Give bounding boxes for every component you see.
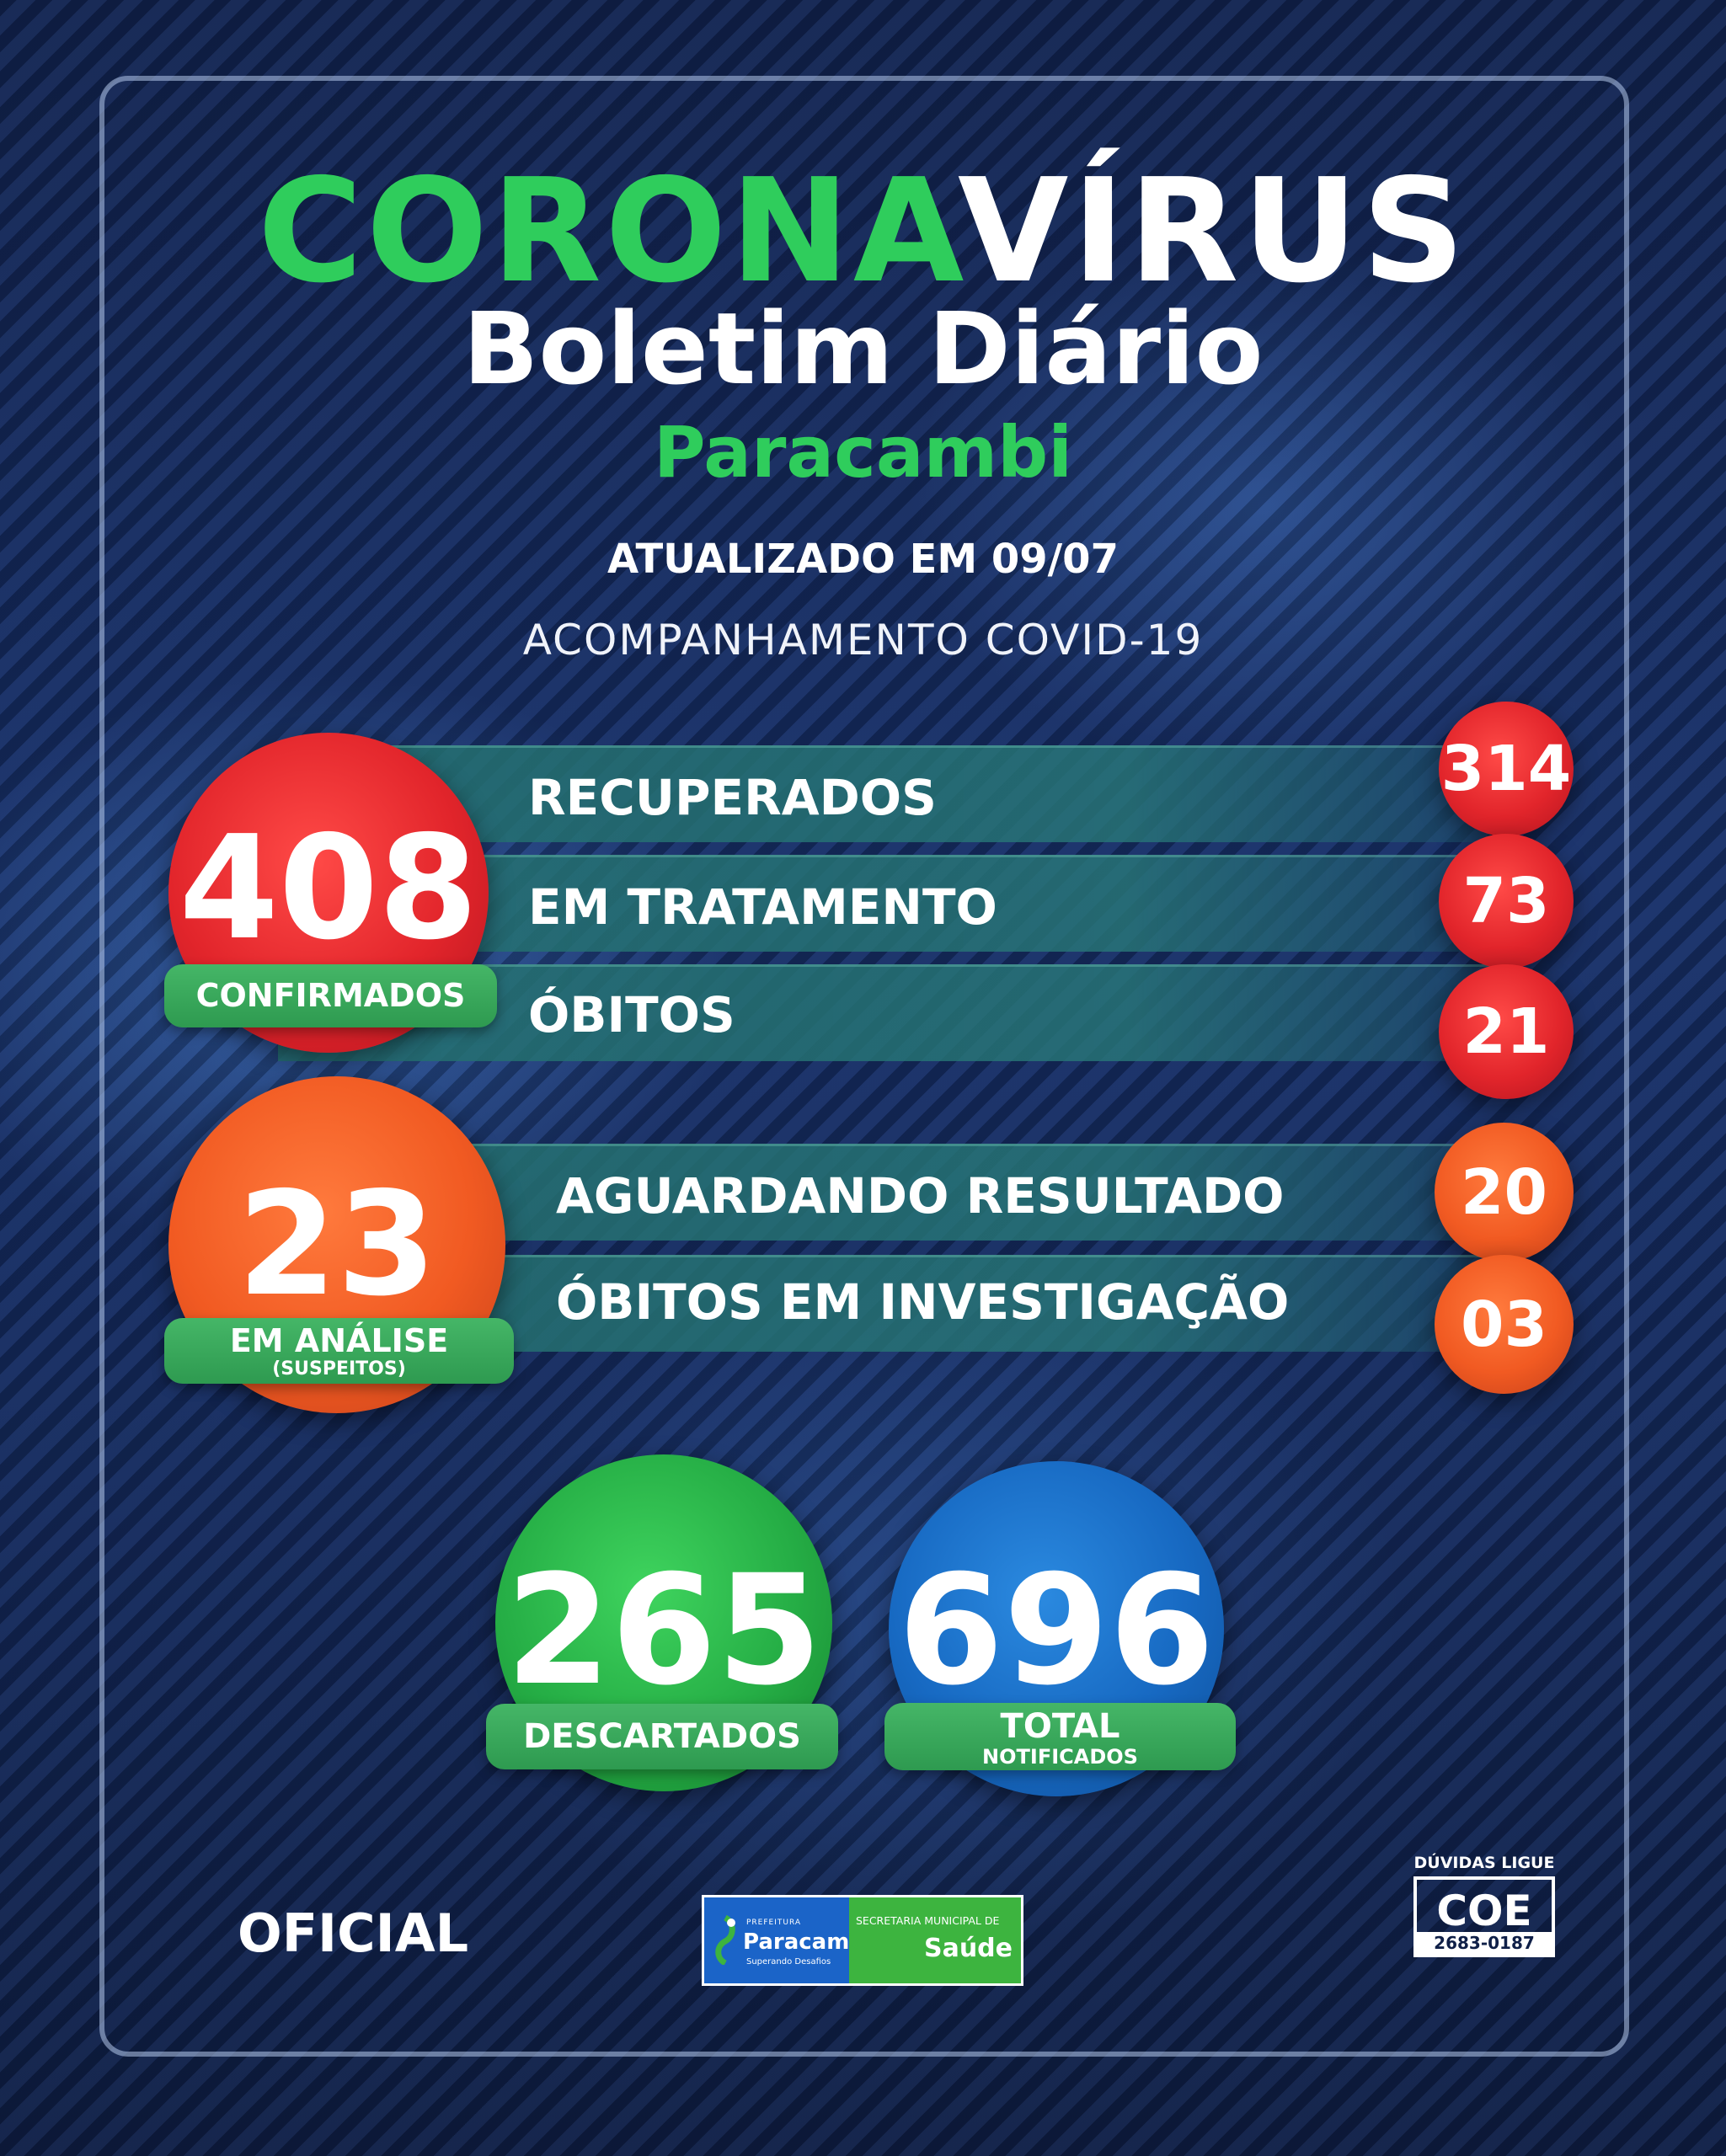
title-green-part: CORONA [257,148,958,315]
in-treatment-value: 73 [1462,865,1550,937]
analysis-sublabel: (SUSPEITOS) [272,1358,406,1380]
analysis-value: 23 [237,1161,437,1328]
discarded-label: DESCARTADOS [486,1704,838,1769]
notified-value: 696 [898,1543,1215,1719]
logo-prefeitura-text: PREFEITURA [746,1919,802,1927]
deaths-value-circle: 21 [1439,964,1574,1099]
logo-secretaria-text: SECRETARIA MUNICIPAL DE [856,1914,1000,1927]
row-label-deaths: ÓBITOS [528,986,735,1043]
tracking-label: ACOMPANHAMENTO COVID-19 [522,616,1204,664]
notified-sublabel: NOTIFICADOS [982,1745,1138,1769]
logo-tagline-text: Superando Desafios [746,1957,831,1967]
page-subtitle: Boletim Diário [462,291,1264,407]
recovered-value: 314 [1440,733,1572,805]
row-label-awaiting: AGUARDANDO RESULTADO [556,1167,1285,1225]
official-label: OFICIAL [238,1903,469,1964]
deaths-value: 21 [1462,995,1550,1068]
row-label-in-treatment: EM TRATAMENTO [528,878,997,936]
prefeitura-logo: PREFEITURA Paracambi Superando Desafios [704,1897,873,1983]
page-title: CORONAVÍRUS [0,160,1726,303]
saude-logo: SECRETARIA MUNICIPAL DE Saúde [849,1897,1021,1983]
secretaria-logo: PREFEITURA Paracambi Superando Desafios … [702,1895,1023,1986]
coe-phone: 2683-0187 [1417,1932,1552,1954]
confirmed-value: 408 [179,805,478,972]
awaiting-value: 20 [1461,1155,1547,1229]
title-white-part: VÍRUS [957,148,1469,315]
city-name: Paracambi [653,411,1073,494]
notified-label: TOTAL [1000,1707,1120,1746]
in-treatment-value-circle: 73 [1439,834,1574,969]
row-label-deaths-investigation: ÓBITOS EM INVESTIGAÇÃO [556,1273,1290,1331]
recovered-value-circle: 314 [1439,702,1574,836]
row-label-recovered: RECUPERADOS [528,769,937,826]
content-frame [99,76,1629,2057]
analysis-label-pill: EM ANÁLISE (SUSPEITOS) [164,1318,514,1384]
awaiting-value-circle: 20 [1435,1123,1574,1262]
analysis-label: EM ANÁLISE [229,1322,449,1359]
confirmed-label: CONFIRMADOS [164,964,497,1027]
deaths-investigation-value-circle: 03 [1435,1255,1574,1394]
coe-badge: COE 2683-0187 [1413,1876,1555,1957]
notified-label-pill: TOTAL NOTIFICADOS [884,1703,1236,1770]
deaths-investigation-value: 03 [1461,1288,1547,1361]
discarded-value: 265 [505,1543,822,1719]
prefeitura-emblem-icon [715,1914,735,1965]
updated-date: ATUALIZADO EM 09/07 [607,536,1119,583]
coe-label: COE [1436,1886,1532,1935]
row-bar-recovered: RECUPERADOS [278,745,1491,842]
coe-header: DÚVIDAS LIGUE [1413,1854,1555,1872]
logo-saude-text: Saúde [923,1934,1013,1963]
